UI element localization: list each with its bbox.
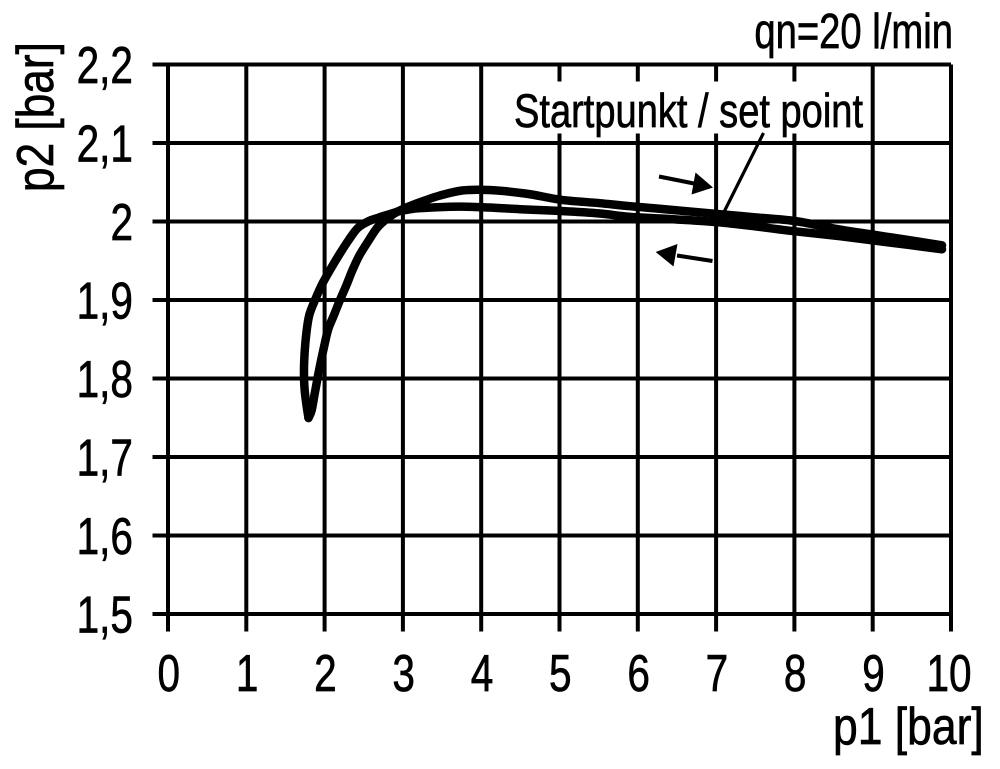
svg-text:8: 8 xyxy=(784,644,807,702)
svg-text:Startpunkt / set point: Startpunkt / set point xyxy=(514,85,863,138)
svg-text:4: 4 xyxy=(471,644,494,702)
svg-text:1,9: 1,9 xyxy=(77,272,133,330)
svg-text:10: 10 xyxy=(926,644,971,702)
svg-text:2: 2 xyxy=(314,644,337,702)
svg-text:7: 7 xyxy=(706,644,729,702)
svg-text:1: 1 xyxy=(236,644,259,702)
svg-text:qn=20 l/min: qn=20 l/min xyxy=(754,5,953,60)
svg-text:2,1: 2,1 xyxy=(77,115,133,173)
svg-text:p1 [bar]: p1 [bar] xyxy=(833,698,984,756)
svg-text:1,6: 1,6 xyxy=(77,507,133,565)
svg-text:0: 0 xyxy=(158,644,181,702)
svg-text:1,5: 1,5 xyxy=(77,586,133,644)
svg-text:6: 6 xyxy=(627,644,650,702)
svg-text:3: 3 xyxy=(392,644,415,702)
svg-text:9: 9 xyxy=(862,644,885,702)
svg-text:2,2: 2,2 xyxy=(77,36,133,94)
svg-text:1,8: 1,8 xyxy=(77,350,133,408)
svg-text:5: 5 xyxy=(549,644,572,702)
svg-text:1,7: 1,7 xyxy=(77,429,133,487)
svg-text:p2 [bar]: p2 [bar] xyxy=(7,42,65,192)
svg-text:2: 2 xyxy=(110,193,133,251)
